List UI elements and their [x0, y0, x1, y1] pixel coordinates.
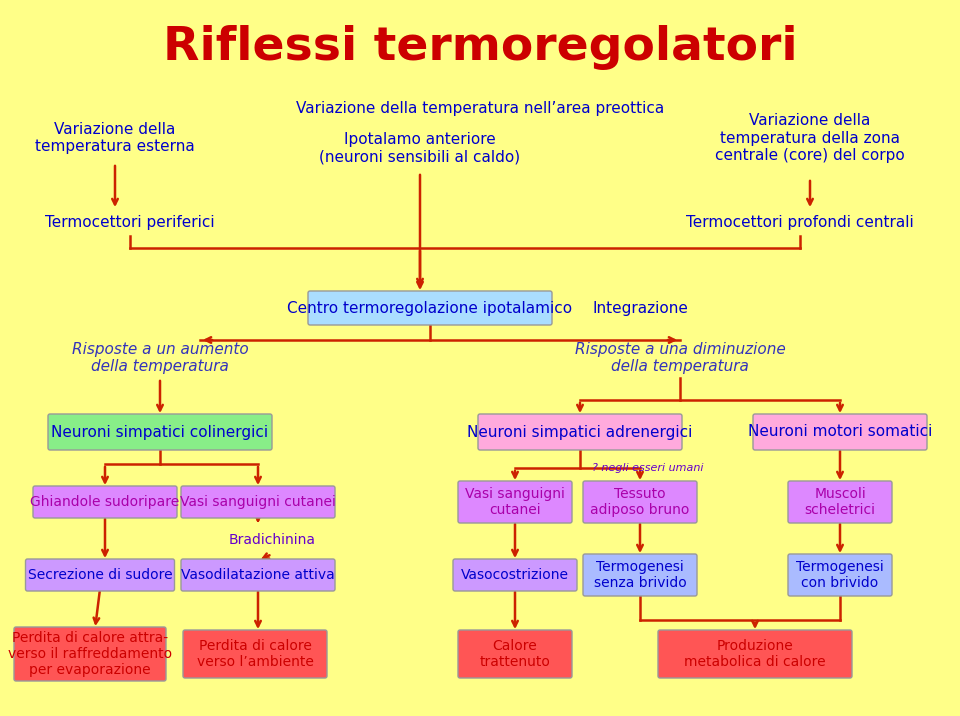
Text: Neuroni simpatici colinergici: Neuroni simpatici colinergici [52, 425, 269, 440]
Text: Muscoli
scheletrici: Muscoli scheletrici [804, 487, 876, 517]
Text: Ipotalamo anteriore
(neuroni sensibili al caldo): Ipotalamo anteriore (neuroni sensibili a… [320, 132, 520, 164]
Text: Calore
trattenuto: Calore trattenuto [480, 639, 550, 669]
FancyBboxPatch shape [788, 481, 892, 523]
Text: Secrezione di sudore: Secrezione di sudore [28, 568, 172, 582]
Text: Perdita di calore attra-
verso il raffreddamento
per evaporazione: Perdita di calore attra- verso il raffre… [8, 631, 172, 677]
FancyBboxPatch shape [753, 414, 927, 450]
Text: Neuroni motori somatici: Neuroni motori somatici [748, 425, 932, 440]
FancyBboxPatch shape [14, 627, 166, 681]
Text: Termocettori profondi centrali: Termocettori profondi centrali [686, 215, 914, 230]
Text: Centro termoregolazione ipotalamico: Centro termoregolazione ipotalamico [287, 301, 572, 316]
FancyBboxPatch shape [583, 554, 697, 596]
Text: Variazione della
temperatura esterna: Variazione della temperatura esterna [36, 122, 195, 154]
FancyBboxPatch shape [33, 486, 177, 518]
FancyBboxPatch shape [48, 414, 272, 450]
FancyBboxPatch shape [658, 630, 852, 678]
Text: Ghiandole sudoripare: Ghiandole sudoripare [31, 495, 180, 509]
Text: Bradichinina: Bradichinina [228, 533, 316, 547]
FancyBboxPatch shape [308, 291, 552, 325]
Text: Termocettori periferici: Termocettori periferici [45, 215, 215, 230]
FancyBboxPatch shape [181, 486, 335, 518]
FancyBboxPatch shape [458, 481, 572, 523]
FancyBboxPatch shape [453, 559, 577, 591]
Text: Vasi sanguigni
cutanei: Vasi sanguigni cutanei [465, 487, 564, 517]
FancyBboxPatch shape [788, 554, 892, 596]
FancyBboxPatch shape [26, 559, 175, 591]
Text: Perdita di calore
verso l’ambiente: Perdita di calore verso l’ambiente [197, 639, 313, 669]
FancyBboxPatch shape [458, 630, 572, 678]
FancyBboxPatch shape [183, 630, 327, 678]
Text: Risposte a una diminuzione
della temperatura: Risposte a una diminuzione della tempera… [575, 342, 785, 374]
Text: Vasi sanguigni cutanei: Vasi sanguigni cutanei [180, 495, 336, 509]
Text: Vasocostrizione: Vasocostrizione [461, 568, 569, 582]
Text: Vasodilatazione attiva: Vasodilatazione attiva [181, 568, 335, 582]
Text: Termogenesi
senza brivido: Termogenesi senza brivido [593, 560, 686, 590]
Text: Variazione della
temperatura della zona
centrale (core) del corpo: Variazione della temperatura della zona … [715, 113, 905, 163]
Text: Produzione
metabolica di calore: Produzione metabolica di calore [684, 639, 826, 669]
Text: Termogenesi
con brivido: Termogenesi con brivido [796, 560, 884, 590]
Text: Neuroni simpatici adrenergici: Neuroni simpatici adrenergici [468, 425, 693, 440]
Text: Tessuto
adiposo bruno: Tessuto adiposo bruno [590, 487, 689, 517]
Text: Risposte a un aumento
della temperatura: Risposte a un aumento della temperatura [72, 342, 249, 374]
Text: Integrazione: Integrazione [592, 301, 688, 316]
FancyBboxPatch shape [181, 559, 335, 591]
Text: Riflessi termoregolatori: Riflessi termoregolatori [162, 26, 798, 70]
FancyBboxPatch shape [583, 481, 697, 523]
FancyBboxPatch shape [478, 414, 682, 450]
Text: ? negli esseri umani: ? negli esseri umani [592, 463, 704, 473]
Text: Variazione della temperatura nell’area preottica: Variazione della temperatura nell’area p… [296, 100, 664, 115]
